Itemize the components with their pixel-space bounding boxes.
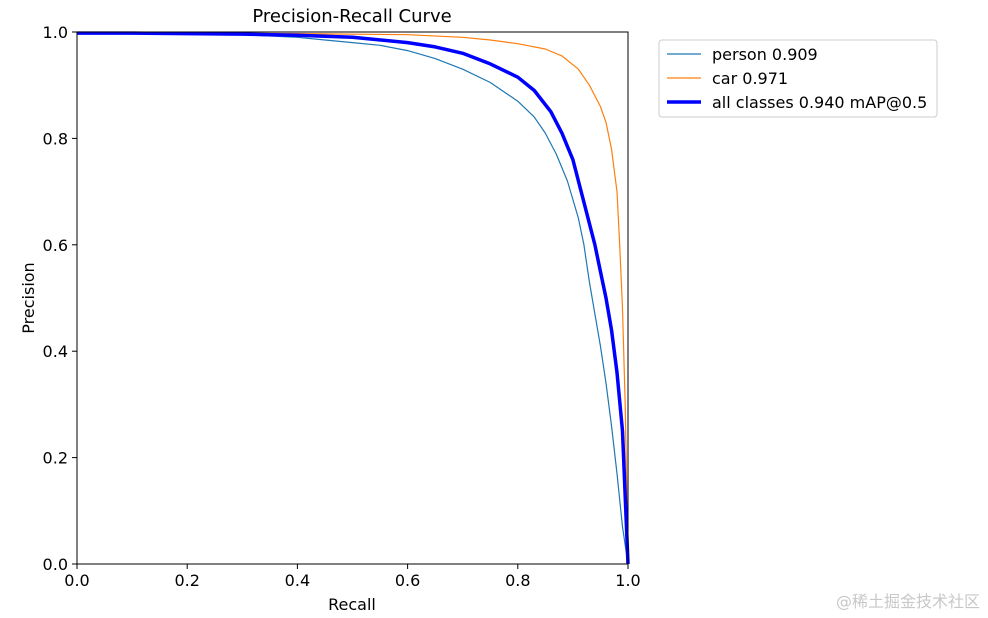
y-axis-label: Precision <box>19 262 38 333</box>
x-tick-label: 0.0 <box>64 571 89 590</box>
y-tick-label: 0.4 <box>43 342 68 361</box>
y-tick-label: 0.8 <box>43 129 68 148</box>
x-tick-label: 0.4 <box>285 571 310 590</box>
plot-area <box>77 32 628 564</box>
legend-entry: all classes 0.940 mAP@0.5 <box>712 93 927 112</box>
plot-frame <box>76 31 629 565</box>
series-layer <box>76 31 630 565</box>
series-line-3 <box>77 31 630 565</box>
ticks-layer: 0.0 0.2 0.4 0.6 0.8 1.0 0.0 0.2 0.4 0.6 0.8 1.0 <box>43 23 641 590</box>
x-tick-label: 0.8 <box>505 571 530 590</box>
x-tick-label: 0.6 <box>395 571 420 590</box>
legend: person 0.909 car 0.971 all classes 0.940 m… <box>658 39 938 118</box>
y-tick-label: 0.0 <box>43 555 68 574</box>
legend-entry: car 0.971 <box>712 69 788 88</box>
legend-entry: person 0.909 <box>712 45 818 64</box>
y-tick-label: 1.0 <box>43 23 68 42</box>
watermark-text: @稀土掘金技术社区 <box>835 592 980 611</box>
series-line-2 <box>77 32 629 565</box>
y-tick-label: 0.2 <box>43 449 68 468</box>
legend-box <box>658 39 938 118</box>
chart-title: Precision-Recall Curve <box>252 6 451 27</box>
series-line-1 <box>76 32 629 565</box>
x-axis-label: Recall <box>328 595 376 614</box>
y-tick-label: 0.6 <box>43 236 68 255</box>
x-tick-label: 0.2 <box>174 571 199 590</box>
x-tick-label: 1.0 <box>615 571 640 590</box>
